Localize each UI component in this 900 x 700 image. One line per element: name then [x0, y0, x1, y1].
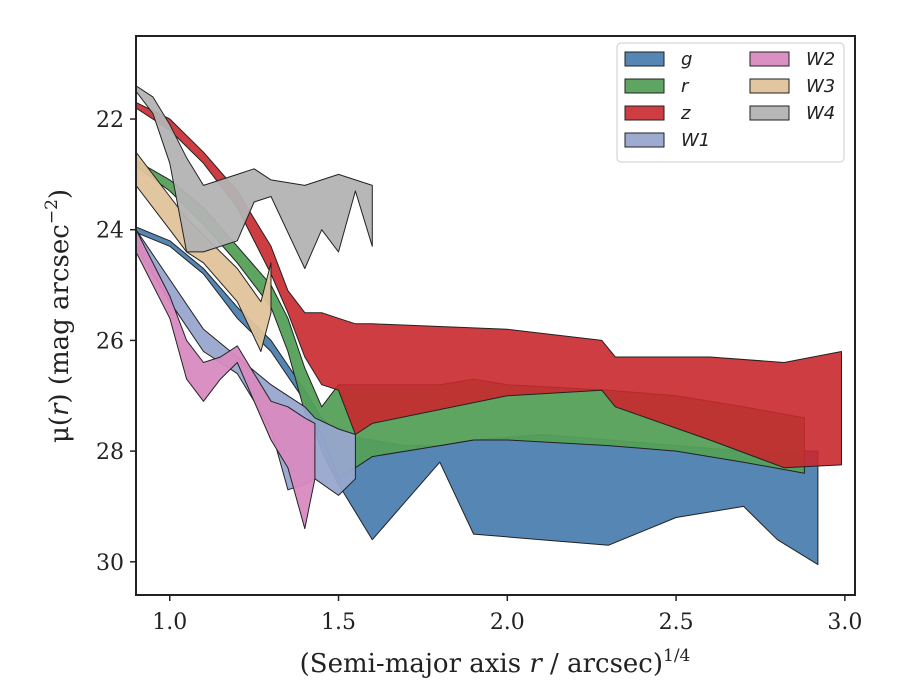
plot-frame	[135, 35, 856, 596]
band-z	[136, 101, 842, 469]
x-tick-label: 2.0	[490, 610, 525, 635]
legend-swatch-w3	[749, 78, 790, 94]
legend-label-w4: W4	[806, 103, 835, 124]
legend-label-r: r	[681, 76, 690, 97]
band-w4	[136, 85, 373, 269]
band-w2	[136, 229, 316, 530]
legend-swatch-z	[624, 105, 665, 121]
legend-label-w3: W3	[806, 76, 835, 97]
legend-swatch-r	[624, 78, 665, 94]
legend-box	[616, 42, 845, 163]
x-tick-label: 3.0	[827, 610, 862, 635]
legend: grz W1 W2 W3 W4	[616, 42, 845, 163]
y-tick-label: 30	[96, 551, 124, 576]
legend-label-w1: W1	[681, 130, 710, 151]
legend-label-w2: W2	[806, 49, 835, 70]
legend-entries: grz W1 W2 W3 W4	[624, 49, 835, 151]
y-tick-label: 22	[96, 108, 124, 133]
x-tick-label: 2.5	[659, 610, 694, 635]
data-bands	[136, 85, 842, 566]
legend-label-g: g	[681, 49, 692, 70]
y-axis-ticks: 22 24 26 28 30	[96, 108, 136, 576]
legend-label-z: z	[680, 103, 691, 124]
legend-swatch-w2	[749, 51, 790, 67]
y-tick-label: 28	[96, 440, 124, 465]
y-axis-title: μ(r) (mag arcsec−2)	[42, 189, 75, 443]
y-tick-label: 26	[96, 329, 124, 354]
legend-swatch-g	[624, 51, 665, 67]
legend-swatch-w1	[624, 132, 665, 148]
y-tick-label: 24	[96, 219, 124, 244]
x-axis-ticks: 1.0 1.5 2.0 2.5 3.0	[152, 595, 862, 635]
x-tick-label: 1.5	[321, 610, 356, 635]
legend-swatch-w4	[749, 105, 790, 121]
x-axis-title: (Semi-major axis r / arcsec)1/4	[300, 646, 691, 679]
x-tick-label: 1.0	[152, 610, 187, 635]
